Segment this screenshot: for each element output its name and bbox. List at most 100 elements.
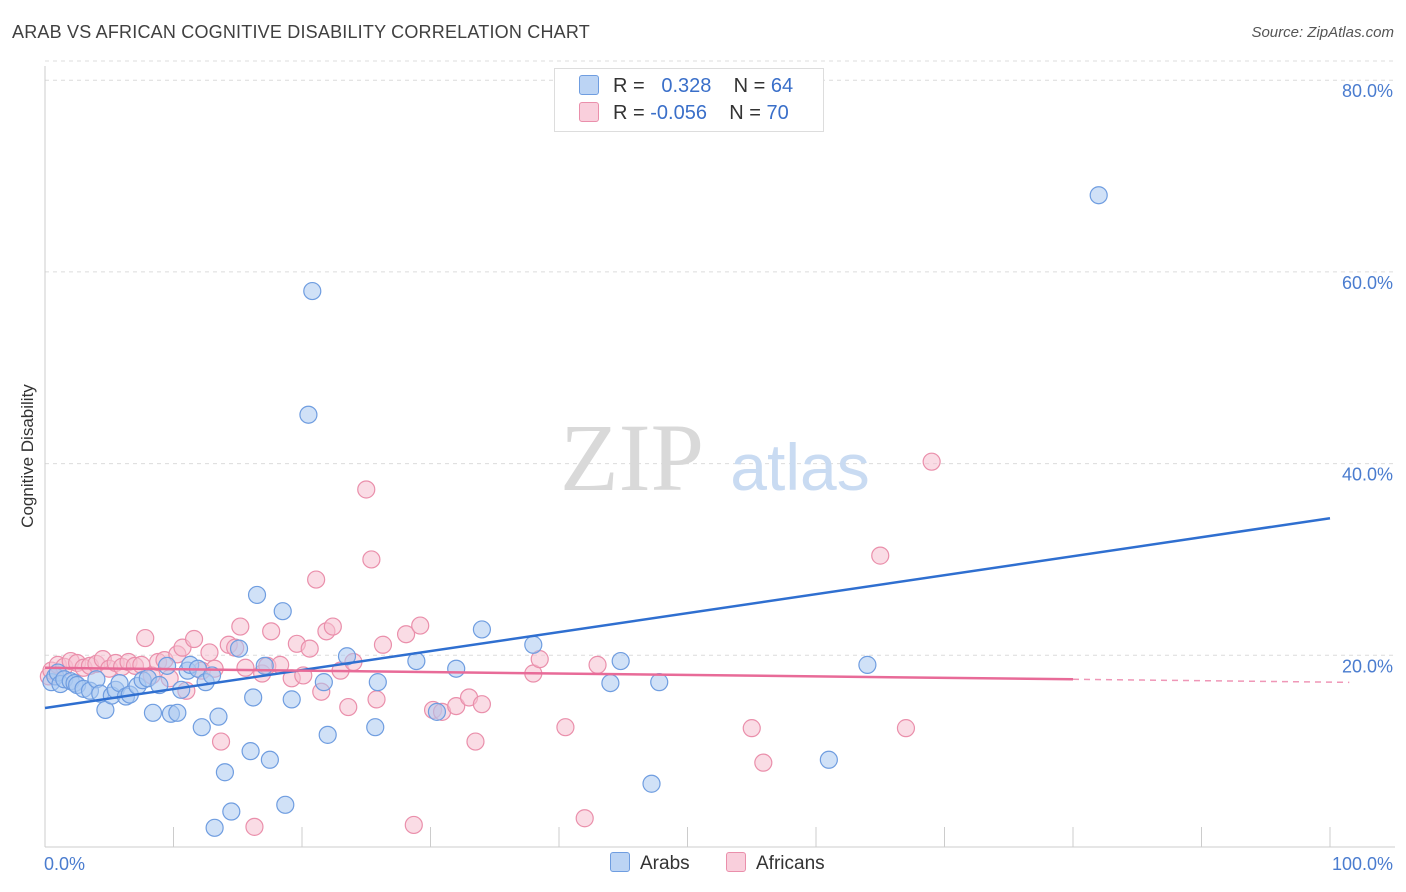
legend-r-value-arabs: 0.328	[661, 75, 712, 97]
arabs-point	[241, 742, 260, 761]
arabs-point	[205, 818, 224, 837]
arabs-point	[819, 750, 838, 769]
africans-point	[300, 639, 319, 658]
legend: R = 0.328 N = 64 R = -0.056 N = 70	[554, 68, 824, 132]
africans-point	[262, 622, 281, 641]
arabs-point	[303, 281, 322, 301]
africans-point	[896, 719, 916, 738]
arabs-point	[337, 647, 357, 666]
y-tick-label: 40.0%	[1342, 465, 1393, 485]
africans-point	[556, 718, 575, 737]
watermark-atlas: atlas	[730, 430, 869, 504]
africans-point	[404, 815, 423, 835]
arabs-point	[642, 774, 661, 793]
x-tick-label: 100.0%	[1332, 854, 1393, 874]
arabs-point	[524, 635, 543, 654]
bottom-legend-swatch-arabs	[610, 852, 630, 872]
legend-swatch-arabs	[579, 75, 599, 95]
legend-n-value-africans: 70	[766, 102, 789, 124]
arabs-point	[299, 405, 318, 424]
chart-title: ARAB VS AFRICAN COGNITIVE DISABILITY COR…	[12, 22, 590, 42]
africans-point	[211, 732, 231, 751]
africans-trendline	[44, 666, 1074, 681]
africans-point	[447, 697, 466, 716]
arabs-point	[260, 750, 279, 769]
y-tick-label: 20.0%	[1342, 656, 1393, 676]
bottom-legend-label-africans: Africans	[756, 853, 825, 874]
arabs-point	[168, 703, 187, 722]
bottom-legend-label-arabs: Arabs	[640, 853, 690, 874]
arabs-point	[143, 703, 163, 722]
arabs-point	[427, 702, 447, 721]
legend-swatch-africans	[579, 102, 599, 122]
arabs-trendline	[44, 516, 1331, 710]
arabs-point	[255, 656, 274, 675]
arabs-point	[244, 688, 263, 707]
y-tick-label: 80.0%	[1342, 81, 1393, 101]
africans-point	[367, 690, 386, 709]
arabs-point	[282, 690, 301, 709]
legend-n-value-arabs: 64	[770, 75, 794, 97]
legend-n-label: N =	[733, 75, 766, 97]
arabs-point	[447, 659, 466, 678]
watermark: ZIP atlas	[560, 404, 870, 511]
africans-point	[245, 817, 264, 836]
legend-r-label: R =	[613, 75, 645, 97]
legend-r-label: R =	[613, 102, 645, 124]
arabs-point	[247, 585, 267, 605]
africans-point	[323, 617, 342, 636]
africans-point	[742, 719, 761, 738]
arabs-point	[229, 639, 249, 658]
arabs-point	[209, 707, 228, 726]
arabs-point	[215, 763, 234, 782]
points-layer	[39, 186, 1108, 837]
africans-point	[136, 628, 155, 648]
grid-layer	[45, 60, 1395, 656]
y-tick-label: 60.0%	[1342, 273, 1393, 293]
africans-point	[307, 570, 326, 589]
arabs-point	[222, 802, 241, 821]
arabs-point	[472, 620, 491, 639]
africans-point	[200, 643, 219, 662]
africans-point	[339, 697, 358, 717]
africans-point	[575, 809, 594, 828]
africans-point	[362, 550, 381, 569]
source-label: Source: ZipAtlas.com	[1251, 24, 1394, 41]
arabs-point	[1089, 186, 1108, 205]
africans-point	[472, 695, 491, 714]
africans-point	[922, 452, 941, 471]
legend-n-label: N =	[729, 102, 761, 124]
africans-point	[411, 616, 430, 635]
arabs-point	[314, 673, 333, 692]
legend-row-africans: R = -0.056 N = 70	[579, 102, 789, 126]
trend-layer	[44, 516, 1350, 710]
arabs-point	[192, 718, 211, 737]
arabs-point	[276, 795, 295, 814]
africans-point	[871, 546, 890, 565]
africans-point	[373, 635, 393, 654]
africans-point	[184, 629, 204, 649]
africans-point	[357, 480, 376, 499]
arabs-point	[157, 656, 177, 675]
bottom-legend-africans: Africans	[726, 852, 825, 875]
tick-label-layer: 20.0% 40.0% 60.0% 80.0% 0.0% 100.0%	[44, 81, 1393, 874]
africans-point	[588, 655, 607, 674]
arabs-point	[601, 673, 620, 693]
bottom-legend-arabs: Arabs	[610, 852, 690, 875]
y-axis-label: Cognitive Disability	[18, 384, 37, 528]
arabs-point	[368, 673, 387, 692]
arabs-point	[366, 718, 385, 737]
legend-r-value-africans: -0.056	[650, 102, 707, 124]
arabs-point	[273, 602, 292, 621]
legend-row-arabs: R = 0.328 N = 64	[579, 75, 793, 99]
watermark-zip: ZIP	[560, 404, 704, 511]
africans-point	[754, 753, 773, 772]
x-tick-label: 0.0%	[44, 854, 85, 874]
africans-point	[236, 658, 255, 677]
arabs-point	[650, 673, 669, 692]
axis-layer	[44, 66, 1395, 848]
africans-point	[231, 617, 250, 636]
arabs-point	[611, 651, 630, 671]
africans-trendline-extension	[1072, 678, 1350, 684]
